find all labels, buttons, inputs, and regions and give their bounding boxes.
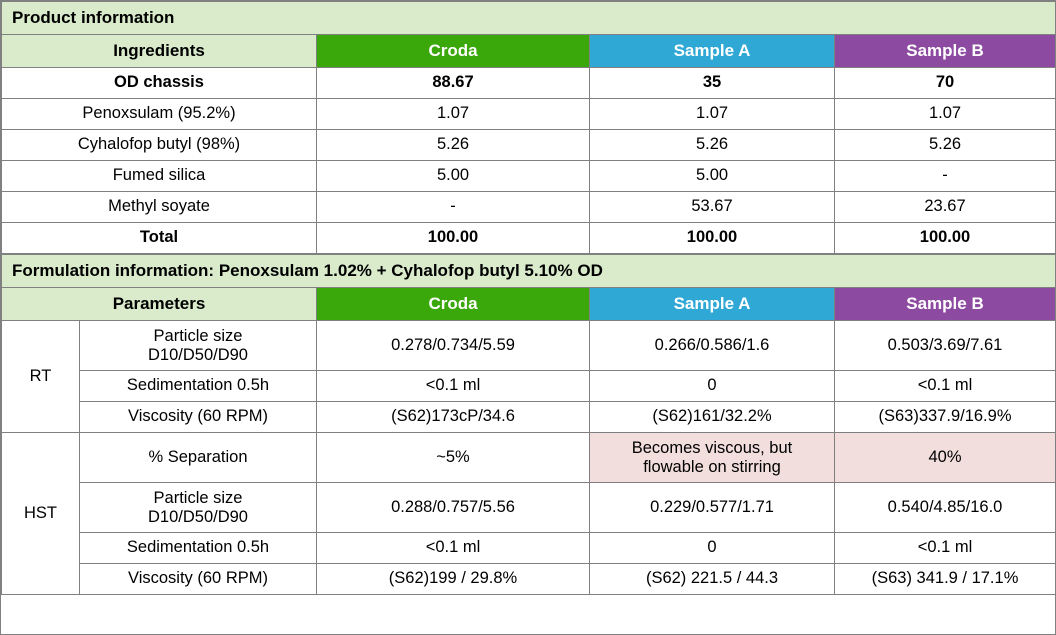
value-sample-b: 40%: [834, 432, 1056, 483]
value-croda: ~5%: [316, 432, 590, 483]
value-sample-a: (S62)161/32.2%: [589, 401, 835, 433]
column-header-sample-b: Sample B: [834, 287, 1056, 321]
parameter-line-1: Particle size: [153, 489, 243, 508]
parameter-name: Sedimentation 0.5h: [79, 532, 317, 564]
table-row: Penoxsulam (95.2%) 1.07 1.07 1.07: [1, 98, 1056, 130]
formulation-information-table: Formulation information: Penoxsulam 1.02…: [1, 254, 1056, 595]
total-value-sample-a: 100.00: [589, 222, 835, 254]
value-sample-a: 0.229/0.577/1.71: [589, 482, 835, 533]
table-row: Viscosity (60 RPM) (S62)199 / 29.8% (S62…: [2, 563, 1056, 595]
total-value-sample-b: 100.00: [833, 222, 1056, 254]
value-croda: (S62)173cP/34.6: [316, 401, 590, 433]
column-header-sample-a: Sample A: [589, 287, 835, 321]
ingredient-name: Penoxsulam (95.2%): [1, 98, 317, 130]
parameter-line-2: D10/D50/D90: [148, 345, 248, 364]
ingredient-value-croda: -: [316, 191, 590, 223]
ingredient-name: Fumed silica: [1, 160, 317, 192]
value-sample-b: (S63) 341.9 / 17.1%: [834, 563, 1056, 595]
ingredient-value-sample-b: 5.26: [833, 129, 1056, 161]
table-row: Cyhalofop butyl (98%) 5.26 5.26 5.26: [1, 129, 1056, 161]
row-group-label-rt: RT: [1, 320, 80, 433]
column-header-ingredients: Ingredients: [1, 34, 317, 68]
value-croda: 0.278/0.734/5.59: [316, 320, 590, 371]
table-row: Particle size D10/D50/D90 0.288/0.757/5.…: [2, 482, 1056, 533]
product-header-row: Ingredients Croda Sample A Sample B: [1, 34, 1056, 68]
ingredient-value-croda: 5.26: [316, 129, 590, 161]
product-total-row: Total 100.00 100.00 100.00: [1, 222, 1056, 254]
table-row: Sedimentation 0.5h <0.1 ml 0 <0.1 ml: [2, 370, 1056, 402]
value-sample-a: 0.266/0.586/1.6: [589, 320, 835, 371]
column-header-sample-b: Sample B: [833, 34, 1056, 68]
ingredient-name: OD chassis: [1, 67, 317, 99]
value-croda: <0.1 ml: [316, 370, 590, 402]
ingredient-value-croda: 5.00: [316, 160, 590, 192]
value-sample-b: (S63)337.9/16.9%: [834, 401, 1056, 433]
column-header-croda: Croda: [316, 34, 590, 68]
value-line-1: Becomes viscous, but: [631, 439, 793, 458]
value-croda: (S62)199 / 29.8%: [316, 563, 590, 595]
table-row: Methyl soyate - 53.67 23.67: [1, 191, 1056, 223]
parameter-name: % Separation: [79, 432, 317, 483]
table-row: Fumed silica 5.00 5.00 -: [1, 160, 1056, 192]
total-label: Total: [1, 222, 317, 254]
parameter-line-2: D10/D50/D90: [148, 507, 248, 526]
table-row: RT Particle size D10/D50/D90 0.278/0.734…: [1, 320, 1056, 433]
parameter-name: Sedimentation 0.5h: [79, 370, 317, 402]
ingredient-value-sample-a: 5.00: [589, 160, 835, 192]
product-information-table: Product information Ingredients Croda Sa…: [0, 1, 1056, 254]
value-croda: <0.1 ml: [316, 532, 590, 564]
ingredient-value-sample-b: -: [833, 160, 1056, 192]
product-title-row: Product information: [0, 1, 1056, 35]
table-row: Viscosity (60 RPM) (S62)173cP/34.6 (S62)…: [2, 401, 1056, 433]
formulation-information-title: Formulation information: Penoxsulam 1.02…: [1, 254, 1056, 288]
column-header-croda: Croda: [316, 287, 590, 321]
ingredient-value-croda: 1.07: [316, 98, 590, 130]
value-sample-a: (S62) 221.5 / 44.3: [589, 563, 835, 595]
value-sample-a: 0: [589, 370, 835, 402]
parameter-name: Particle size D10/D50/D90: [79, 482, 317, 533]
ingredient-value-sample-a: 35: [589, 67, 835, 99]
product-information-title: Product information: [0, 1, 1056, 35]
parameter-name: Particle size D10/D50/D90: [79, 320, 317, 371]
value-sample-a: 0: [589, 532, 835, 564]
total-value-croda: 100.00: [316, 222, 590, 254]
ingredient-value-sample-a: 1.07: [589, 98, 835, 130]
ingredient-value-sample-b: 1.07: [833, 98, 1056, 130]
ingredient-name: Methyl soyate: [1, 191, 317, 223]
value-sample-b: 0.540/4.85/16.0: [834, 482, 1056, 533]
table-row: OD chassis 88.67 35 70: [1, 67, 1056, 99]
parameter-line-1: Particle size: [153, 327, 243, 346]
value-sample-b: 0.503/3.69/7.61: [834, 320, 1056, 371]
parameter-name: Viscosity (60 RPM): [79, 401, 317, 433]
column-header-sample-a: Sample A: [589, 34, 835, 68]
formulation-title-row: Formulation information: Penoxsulam 1.02…: [1, 254, 1056, 288]
table-row: HST % Separation ~5% Becomes viscous, bu…: [1, 432, 1056, 595]
ingredient-name: Cyhalofop butyl (98%): [1, 129, 317, 161]
value-sample-a: Becomes viscous, but flowable on stirrin…: [589, 432, 835, 483]
value-croda: 0.288/0.757/5.56: [316, 482, 590, 533]
ingredient-value-sample-b: 70: [833, 67, 1056, 99]
ingredient-value-sample-b: 23.67: [833, 191, 1056, 223]
value-line-2: flowable on stirring: [643, 457, 781, 476]
ingredient-value-sample-a: 5.26: [589, 129, 835, 161]
table-row: Sedimentation 0.5h <0.1 ml 0 <0.1 ml: [2, 532, 1056, 564]
row-group-label-hst: HST: [1, 432, 80, 595]
value-sample-b: <0.1 ml: [834, 370, 1056, 402]
ingredient-value-croda: 88.67: [316, 67, 590, 99]
formulation-header-row: Parameters Croda Sample A Sample B: [1, 287, 1056, 321]
column-header-parameters: Parameters: [1, 287, 317, 321]
value-sample-b: <0.1 ml: [834, 532, 1056, 564]
parameter-name: Viscosity (60 RPM): [79, 563, 317, 595]
ingredient-value-sample-a: 53.67: [589, 191, 835, 223]
